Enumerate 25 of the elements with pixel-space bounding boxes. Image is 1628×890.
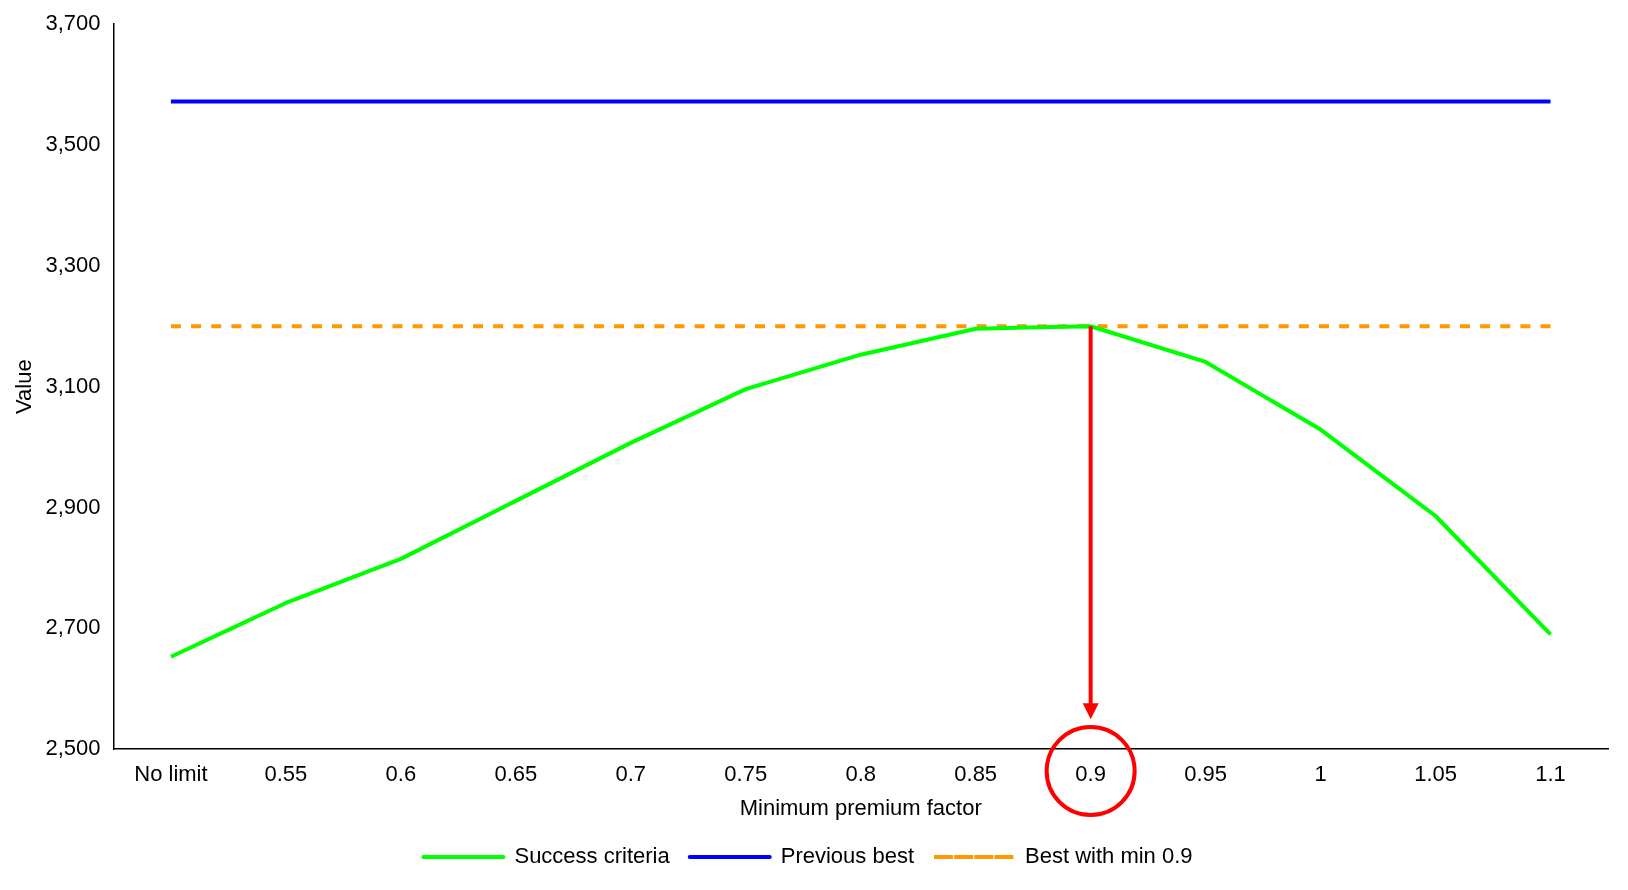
x-tick-label: No limit [134, 761, 208, 787]
x-tick-label: 0.6 [385, 761, 417, 787]
x-tick-label: 1.1 [1535, 761, 1566, 787]
x-tick-label: 0.55 [264, 761, 308, 787]
x-tick-label: 0.8 [845, 761, 877, 787]
legend-label: Previous best [780, 843, 915, 869]
x-axis-title: Minimum premium factor [739, 794, 982, 820]
x-tick-label: 1.05 [1414, 761, 1457, 787]
y-tick-label: 3,300 [45, 251, 101, 277]
y-tick-label: 2,700 [45, 614, 101, 640]
x-tick-label: 0.85 [954, 761, 998, 787]
x-tick-label: 0.75 [724, 761, 768, 787]
y-tick-label: 2,900 [45, 493, 101, 519]
x-tick-label: 0.65 [494, 761, 538, 787]
y-tick-label: 3,700 [45, 10, 101, 36]
x-tick-label: 0.7 [615, 761, 647, 787]
y-axis-title: Value [11, 359, 37, 415]
x-tick-label: 1 [1314, 761, 1327, 787]
x-tick-label: 0.95 [1184, 761, 1228, 787]
y-tick-label: 2,500 [45, 735, 101, 761]
legend-label: Success criteria [514, 843, 671, 869]
y-tick-label: 3,500 [45, 131, 101, 157]
x-tick-label: 0.9 [1075, 761, 1106, 787]
legend-label: Best with min 0.9 [1025, 843, 1193, 869]
y-tick-label: 3,100 [45, 372, 101, 398]
